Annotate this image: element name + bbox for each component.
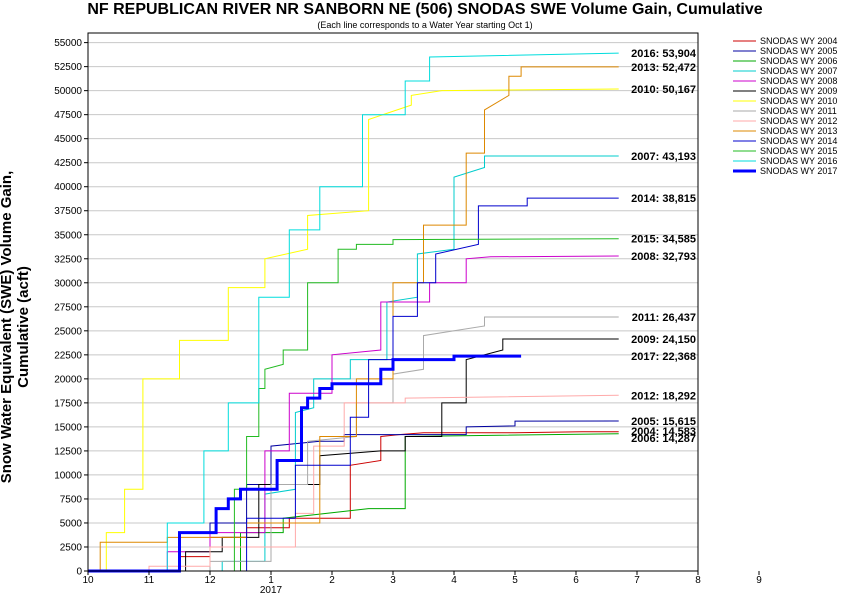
x-tick-label: 3: [390, 575, 396, 586]
x-tick-label: 11: [144, 575, 155, 586]
end-labels: 2016: 53,904 2013: 52,472 2010: 50,167 2007…: [631, 48, 697, 445]
legend-entry: SNODAS WY 2015: [760, 146, 837, 156]
legend-entry: SNODAS WY 2010: [760, 96, 837, 106]
legend-entry: SNODAS WY 2016: [760, 156, 837, 166]
y-tick-label: 40000: [54, 182, 82, 193]
end-label: 2008: 32,793: [631, 251, 696, 263]
y-tick-label: 0: [76, 567, 82, 578]
chart-title: NF REPUBLICAN RIVER NR SANBORN NE (506) …: [87, 1, 763, 18]
end-label: 2017: 22,368: [631, 351, 696, 363]
y-tick-label: 7500: [60, 494, 83, 505]
end-label: 2006: 14,287: [631, 433, 696, 445]
series-line: [88, 354, 522, 573]
x-tick-label: 2: [329, 575, 335, 586]
y-tick-label: 55000: [54, 38, 82, 49]
legend-entry: SNODAS WY 2009: [760, 86, 837, 96]
legend-entry: SNODAS WY 2012: [760, 116, 837, 126]
end-label: 2005: 15,615: [631, 416, 696, 428]
end-label: 2016: 53,904: [631, 48, 697, 60]
series-line: [88, 52, 619, 572]
end-label: 2010: 50,167: [631, 84, 696, 96]
end-label: 2011: 26,437: [632, 312, 696, 324]
y-tick-label: 42500: [54, 158, 82, 169]
series-line: [88, 66, 619, 572]
x-tick-label: 10: [82, 575, 94, 586]
legend-entry: SNODAS WY 2008: [760, 76, 837, 86]
y-tick-label: 17500: [54, 398, 82, 409]
y-tick-label: 52500: [54, 62, 82, 73]
y-tick-label: 12500: [54, 446, 82, 457]
series-line: [88, 394, 619, 572]
legend-entry: SNODAS WY 2005: [760, 46, 837, 56]
legend-entry: SNODAS WY 2014: [760, 136, 837, 146]
series-line: [88, 155, 619, 572]
x-tick-label: 6: [573, 575, 579, 586]
end-label: 2012: 18,292: [631, 390, 696, 402]
y-tick-label: 37500: [54, 206, 82, 217]
legend-entry: SNODAS WY 2017: [760, 166, 837, 176]
end-label: 2004: 14,583: [631, 426, 696, 438]
x-tick-label: 7: [634, 575, 640, 586]
x-tick-year-label: 2017: [260, 585, 283, 596]
legend-entry: SNODAS WY 2004: [760, 36, 837, 46]
end-label: 2015: 34,585: [631, 234, 696, 246]
y-tick-label: 35000: [54, 230, 82, 241]
series-lines: [88, 52, 619, 573]
y-tick-label: 25000: [54, 326, 82, 337]
y-tick-label: 32500: [54, 254, 82, 265]
y-tick-label: 47500: [54, 110, 82, 121]
x-tick-label: 12: [204, 575, 216, 586]
series-line: [88, 197, 619, 572]
y-tick-label: 5000: [60, 518, 83, 529]
y-tick-label: 15000: [54, 422, 82, 433]
x-tick-label: 5: [512, 575, 518, 586]
series-line: [88, 338, 619, 572]
y-tick-labels: 0 2500 5000 7500 10000 12500 15000 17500 20000 22…: [54, 38, 88, 578]
x-tick-label: 9: [756, 575, 762, 586]
series-line: [88, 88, 619, 572]
x-tick-label: 1: [268, 575, 274, 586]
y-tick-label: 30000: [54, 278, 82, 289]
y-tick-label: 22500: [54, 350, 82, 361]
end-label: 2013: 52,472: [631, 62, 696, 74]
end-label: 2014: 38,815: [631, 193, 696, 205]
end-label: 2007: 43,193: [631, 151, 696, 163]
y-tick-label: 45000: [54, 134, 82, 145]
x-tick-label: 4: [451, 575, 457, 586]
y-tick-label: 10000: [54, 470, 82, 481]
chart-subtitle: (Each line corresponds to a Water Year s…: [317, 20, 533, 30]
legend-entry: SNODAS WY 2007: [760, 66, 837, 76]
end-label: 2009: 24,150: [631, 334, 696, 346]
y-tick-label: 20000: [54, 374, 82, 385]
x-tick-label: 8: [695, 575, 701, 586]
y-tick-label: 27500: [54, 302, 82, 313]
series-line: [88, 238, 619, 572]
legend-entry: SNODAS WY 2011: [760, 106, 837, 116]
legend-entry: SNODAS WY 2006: [760, 56, 837, 66]
legend-entry: SNODAS WY 2013: [760, 126, 837, 136]
y-tick-label: 50000: [54, 86, 82, 97]
y-tick-label: 2500: [60, 542, 83, 553]
